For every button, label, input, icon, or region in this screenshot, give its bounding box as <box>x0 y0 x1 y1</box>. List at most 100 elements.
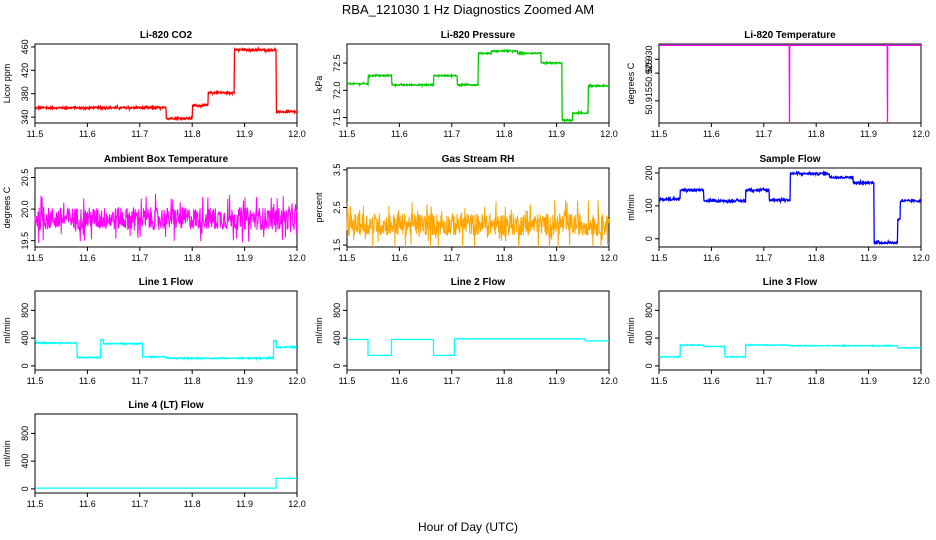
y-axis-label: ml/min <box>2 440 12 467</box>
panel-title: Line 1 Flow <box>139 277 194 288</box>
x-tick-label: 11.8 <box>808 376 825 386</box>
y-tick-label: 0 <box>644 236 654 241</box>
y-tick-label: 340 <box>20 110 30 125</box>
x-tick-label: 11.9 <box>236 499 253 509</box>
plot-frame <box>34 290 298 371</box>
x-tick-label: 12.0 <box>600 376 618 386</box>
y-tick-label: 0 <box>20 486 30 491</box>
panel-4: Ambient Box Temperature 11.5 11.6 11.7 11.8 1… <box>2 154 306 263</box>
panel-1: Li-820 CO2 11.5 11.6 11.7 11.8 11.9 12.0 340 380… <box>2 30 306 139</box>
y-tick-label: 800 <box>644 303 654 318</box>
x-tick-label: 11.7 <box>755 129 772 139</box>
x-tick-label: 11.5 <box>27 253 44 263</box>
x-tick-label: 11.8 <box>496 129 513 139</box>
x-tick-label: 11.8 <box>184 129 201 139</box>
x-tick-label: 11.8 <box>184 253 201 263</box>
panel-title: Sample Flow <box>759 154 820 165</box>
y-tick-label: 20.0 <box>20 200 30 218</box>
x-axis-label: Hour of Day (UTC) <box>418 520 518 534</box>
y-tick-label: 20.5 <box>20 169 30 187</box>
panel-5: Gas Stream RH 11.5 11.6 11.7 11.8 11.9 12.0 1.5… <box>314 154 618 263</box>
x-tick-label: 11.9 <box>548 129 565 139</box>
x-tick-label: 12.0 <box>600 253 618 263</box>
x-tick-label: 11.5 <box>339 376 356 386</box>
figure-title: RBA_121030 1 Hz Diagnostics Zoomed AM <box>342 2 594 17</box>
x-tick-label: 11.7 <box>131 499 148 509</box>
x-tick-label: 11.5 <box>651 129 668 139</box>
y-tick-label: 800 <box>20 303 30 318</box>
x-tick-label: 12.0 <box>288 499 306 509</box>
x-tick-label: 11.5 <box>27 129 44 139</box>
x-tick-label: 11.7 <box>131 253 148 263</box>
y-tick-label: 0 <box>332 363 342 368</box>
x-tick-label: 11.7 <box>755 253 772 263</box>
x-tick-label: 11.7 <box>755 376 772 386</box>
x-tick-label: 11.5 <box>27 376 44 386</box>
x-tick-label: 11.6 <box>79 376 96 386</box>
y-tick-label: 2.5 <box>332 201 342 214</box>
data-series-line <box>346 199 610 248</box>
x-tick-label: 11.8 <box>184 499 201 509</box>
y-tick-label: 19.5 <box>20 232 30 250</box>
x-tick-label: 11.9 <box>236 376 253 386</box>
panel-title: Li-820 CO2 <box>140 30 193 41</box>
x-tick-label: 11.5 <box>651 376 668 386</box>
y-tick-label: 50.930 <box>644 45 654 73</box>
x-tick-label: 11.9 <box>860 129 877 139</box>
data-series-line <box>34 338 297 362</box>
x-tick-label: 12.0 <box>912 376 930 386</box>
x-tick-label: 11.6 <box>703 253 720 263</box>
x-tick-label: 12.0 <box>288 253 306 263</box>
y-tick-label: 400 <box>20 331 30 346</box>
y-axis-label: percent <box>314 192 324 223</box>
x-tick-label: 11.7 <box>131 129 148 139</box>
y-tick-label: 800 <box>20 426 30 441</box>
panel-title: Line 2 Flow <box>451 277 506 288</box>
panel-title: Li-820 Pressure <box>441 30 516 41</box>
y-tick-label: 420 <box>20 63 30 78</box>
y-axis-label: ml/min <box>2 317 12 344</box>
y-axis-label: ml/min <box>626 317 636 344</box>
x-tick-label: 11.7 <box>443 253 460 263</box>
data-series-line <box>659 44 921 124</box>
panel-3: Li-820 Temperature 11.5 11.6 11.7 11.8 11.9 12… <box>626 30 930 139</box>
x-tick-label: 11.6 <box>391 253 408 263</box>
panel-title: Line 3 Flow <box>763 277 818 288</box>
y-tick-label: 71.5 <box>332 109 342 127</box>
x-tick-label: 11.8 <box>496 376 513 386</box>
x-tick-label: 11.8 <box>184 376 201 386</box>
plot-frame <box>34 413 298 494</box>
y-axis-label: degrees C <box>2 186 12 228</box>
plot-frame <box>658 167 922 248</box>
x-tick-label: 11.5 <box>339 253 356 263</box>
y-tick-label: 1.5 <box>332 239 342 252</box>
x-tick-label: 11.5 <box>339 129 356 139</box>
plot-frame <box>658 290 922 371</box>
data-series-line <box>346 48 610 124</box>
plot-frame <box>34 167 298 248</box>
x-tick-label: 11.6 <box>79 499 96 509</box>
x-tick-label: 12.0 <box>600 129 618 139</box>
x-tick-label: 11.6 <box>79 129 96 139</box>
data-series-line <box>658 170 922 246</box>
y-axis-label: degrees C <box>626 62 636 104</box>
y-tick-label: 400 <box>332 331 342 346</box>
panel-9: Line 3 Flow 11.5 11.6 11.7 11.8 11.9 12.0 0 400 8… <box>626 277 930 386</box>
plot-frame <box>34 43 298 124</box>
x-tick-label: 12.0 <box>912 129 930 139</box>
y-tick-label: 50.925 <box>644 59 654 87</box>
panel-title: Li-820 Temperature <box>744 30 836 41</box>
y-tick-label: 50.915 <box>644 87 654 115</box>
y-tick-label: 100 <box>644 198 654 213</box>
data-series-line <box>34 193 298 243</box>
x-tick-label: 11.9 <box>236 253 253 263</box>
x-tick-label: 11.7 <box>443 129 460 139</box>
panel-2: Li-820 Pressure 11.5 11.6 11.7 11.8 11.9 12.0 7… <box>314 30 618 139</box>
x-tick-label: 11.6 <box>703 376 720 386</box>
y-tick-label: 0 <box>20 363 30 368</box>
plot-frame <box>346 290 610 371</box>
x-tick-label: 11.9 <box>236 129 253 139</box>
panel-10: Line 4 (LT) Flow 11.5 11.6 11.7 11.8 11.9 12.0… <box>2 400 306 509</box>
y-axis-label: ml/min <box>626 194 636 221</box>
panel-7: Line 1 Flow 11.5 11.6 11.7 11.8 11.9 12.0 0 400 8… <box>2 277 306 386</box>
